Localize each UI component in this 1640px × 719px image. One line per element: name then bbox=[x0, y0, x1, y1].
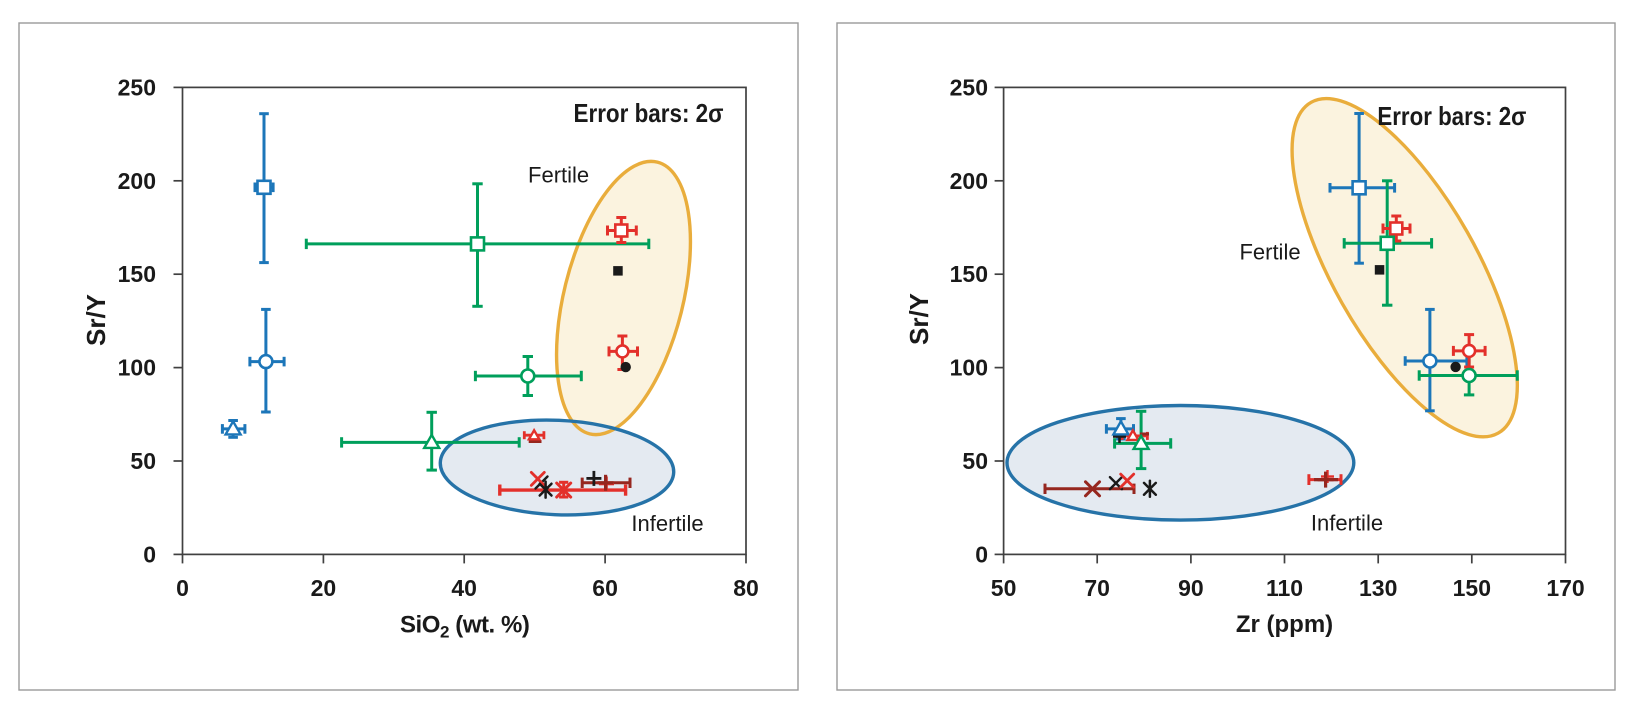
svg-text:Error bars: 2σ: Error bars: 2σ bbox=[1377, 101, 1526, 131]
svg-text:170: 170 bbox=[1546, 575, 1584, 601]
svg-text:150: 150 bbox=[1453, 575, 1491, 601]
svg-text:70: 70 bbox=[1084, 575, 1110, 601]
svg-text:Sr/Y: Sr/Y bbox=[81, 294, 111, 346]
svg-text:200: 200 bbox=[950, 168, 988, 194]
svg-text:250: 250 bbox=[950, 74, 988, 100]
svg-text:60: 60 bbox=[592, 575, 618, 601]
svg-text:150: 150 bbox=[118, 261, 156, 287]
svg-text:0: 0 bbox=[143, 541, 156, 567]
svg-text:50: 50 bbox=[130, 448, 156, 474]
svg-text:150: 150 bbox=[950, 261, 988, 287]
svg-text:110: 110 bbox=[1266, 575, 1303, 601]
svg-text:250: 250 bbox=[118, 74, 156, 100]
svg-text:Infertile: Infertile bbox=[631, 511, 703, 536]
svg-text:Sr/Y: Sr/Y bbox=[904, 293, 934, 345]
svg-text:Fertile: Fertile bbox=[1239, 240, 1300, 265]
svg-text:0: 0 bbox=[975, 541, 988, 567]
svg-text:100: 100 bbox=[118, 355, 156, 381]
svg-text:100: 100 bbox=[950, 355, 988, 381]
svg-text:80: 80 bbox=[733, 575, 759, 601]
svg-text:20: 20 bbox=[311, 575, 337, 601]
svg-text:50: 50 bbox=[991, 575, 1017, 601]
svg-text:200: 200 bbox=[118, 168, 156, 194]
svg-text:50: 50 bbox=[962, 448, 988, 474]
svg-text:Infertile: Infertile bbox=[1311, 511, 1383, 536]
svg-text:Zr (ppm): Zr (ppm) bbox=[1236, 611, 1333, 638]
svg-text:90: 90 bbox=[1178, 575, 1204, 601]
svg-text:40: 40 bbox=[451, 575, 477, 601]
svg-text:0: 0 bbox=[176, 575, 189, 601]
svg-text:SiO2 (wt. %): SiO2 (wt. %) bbox=[400, 612, 529, 642]
svg-text:Fertile: Fertile bbox=[528, 163, 589, 188]
svg-text:130: 130 bbox=[1359, 575, 1397, 601]
svg-text:Error bars: 2σ: Error bars: 2σ bbox=[574, 98, 724, 128]
